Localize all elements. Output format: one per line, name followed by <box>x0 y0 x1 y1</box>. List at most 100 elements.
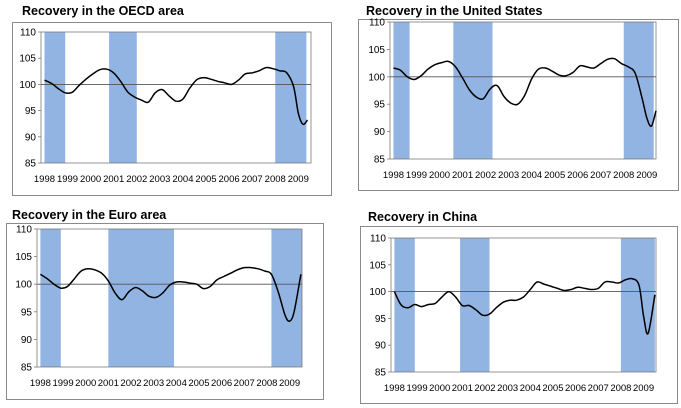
x-tick-label: 2004 <box>172 174 193 185</box>
y-tick-label: 90 <box>375 341 387 352</box>
x-tick-label: 2002 <box>474 383 495 394</box>
x-tick-label: 2003 <box>497 383 518 394</box>
x-tick-label: 2000 <box>429 170 450 181</box>
y-tick-label: 85 <box>21 363 33 374</box>
series-line <box>39 266 302 323</box>
x-tick-label: 2002 <box>126 174 147 185</box>
shaded-period-bar <box>394 238 415 372</box>
x-tick-label: 2008 <box>613 170 634 181</box>
chart-panel-euro: Recovery in the Euro area 85 90 95 100 105 11… <box>0 204 340 408</box>
x-tick-label: 2000 <box>80 174 101 185</box>
x-tick-label: 2007 <box>242 174 263 185</box>
x-tick-label: 2004 <box>521 170 542 181</box>
y-tick-label: 100 <box>368 72 385 83</box>
y-tick-label: 100 <box>369 287 386 298</box>
y-tick-label: 90 <box>374 127 386 138</box>
chart-title: Recovery in the Euro area <box>12 208 167 222</box>
x-tick-label: 1998 <box>383 170 404 181</box>
x-tick-label: 2002 <box>120 378 141 389</box>
chart-title: Recovery in the OECD area <box>22 4 184 18</box>
x-tick-label: 2007 <box>588 383 609 394</box>
x-tick-label: 1999 <box>57 174 78 185</box>
x-tick-label: 1999 <box>406 170 427 181</box>
y-tick-label: 95 <box>21 307 33 318</box>
series-line <box>393 57 657 128</box>
plot-area <box>390 237 657 373</box>
plot-area <box>40 31 312 164</box>
x-tick-label: 2005 <box>195 174 216 185</box>
x-tick-label: 2003 <box>143 378 164 389</box>
chart-title: Recovery in China <box>368 210 478 224</box>
x-tick-label: 2003 <box>498 170 519 181</box>
x-tick-label: 2005 <box>544 170 565 181</box>
x-tick-label: 1999 <box>406 383 427 394</box>
shaded-period-bar <box>620 238 655 372</box>
y-tick-label: 90 <box>21 335 33 346</box>
x-tick-label: 2007 <box>234 378 255 389</box>
shaded-period-bar <box>453 22 493 159</box>
x-tick-label: 2001 <box>452 383 473 394</box>
y-tick-label: 110 <box>370 234 386 245</box>
shaded-period-bar <box>44 32 66 163</box>
x-tick-label: 1998 <box>384 383 405 394</box>
shaded-period-bar <box>623 22 654 159</box>
chart-panel-us: Recovery in the United States 85 90 95 100 1… <box>343 0 681 200</box>
y-tick-label: 105 <box>19 54 36 65</box>
y-tick-label: 85 <box>375 368 387 379</box>
x-tick-label: 2003 <box>149 174 170 185</box>
y-tick-label: 100 <box>15 280 32 291</box>
x-tick-label: 2005 <box>188 378 209 389</box>
x-tick-label: 2004 <box>166 378 187 389</box>
x-tick-label: 2008 <box>265 174 286 185</box>
x-tick-label: 2002 <box>475 170 496 181</box>
plot-area <box>36 228 303 368</box>
plot-area <box>389 21 657 160</box>
shaded-period-bar <box>109 32 137 163</box>
y-tick-label: 95 <box>25 106 37 117</box>
x-tick-label: 2001 <box>452 170 473 181</box>
y-tick-label: 110 <box>20 28 36 39</box>
x-tick-label: 2009 <box>636 170 657 181</box>
shaded-period-bar <box>460 238 490 372</box>
x-tick-label: 2006 <box>567 170 588 181</box>
x-tick-label: 2000 <box>429 383 450 394</box>
chart-title: Recovery in the United States <box>366 4 543 18</box>
x-tick-label: 2005 <box>542 383 563 394</box>
x-tick-label: 2000 <box>75 378 96 389</box>
x-tick-label: 2008 <box>256 378 277 389</box>
x-tick-label: 1999 <box>52 378 73 389</box>
x-tick-label: 1998 <box>34 174 55 185</box>
y-tick-label: 85 <box>25 159 37 170</box>
x-tick-label: 2009 <box>288 174 309 185</box>
shaded-period-bar <box>40 229 61 367</box>
x-tick-label: 2008 <box>610 383 631 394</box>
y-tick-label: 105 <box>369 260 386 271</box>
chart-panel-oecd: Recovery in the OECD area 85 90 95 100 105 11… <box>0 0 340 200</box>
x-tick-label: 2006 <box>211 378 232 389</box>
y-tick-label: 110 <box>369 18 385 29</box>
y-tick-label: 100 <box>19 80 36 91</box>
shaded-period-bar <box>275 32 307 163</box>
y-tick-label: 105 <box>15 252 32 263</box>
y-tick-label: 95 <box>374 100 386 111</box>
x-tick-label: 2004 <box>520 383 541 394</box>
y-tick-label: 105 <box>368 45 385 56</box>
y-tick-label: 95 <box>375 314 387 325</box>
y-tick-label: 110 <box>16 225 32 236</box>
y-tick-label: 90 <box>25 132 37 143</box>
x-tick-label: 2001 <box>98 378 119 389</box>
x-tick-label: 2001 <box>103 174 124 185</box>
series-line <box>44 66 309 126</box>
x-tick-label: 2006 <box>565 383 586 394</box>
x-tick-label: 2009 <box>279 378 300 389</box>
x-tick-label: 2007 <box>590 170 611 181</box>
shaded-period-bar <box>393 22 410 159</box>
chart-panel-china: Recovery in China 85 90 95 100 105 110 1998 199… <box>343 204 681 408</box>
series-line <box>393 277 656 335</box>
x-tick-label: 1998 <box>30 378 51 389</box>
x-tick-label: 2006 <box>219 174 240 185</box>
